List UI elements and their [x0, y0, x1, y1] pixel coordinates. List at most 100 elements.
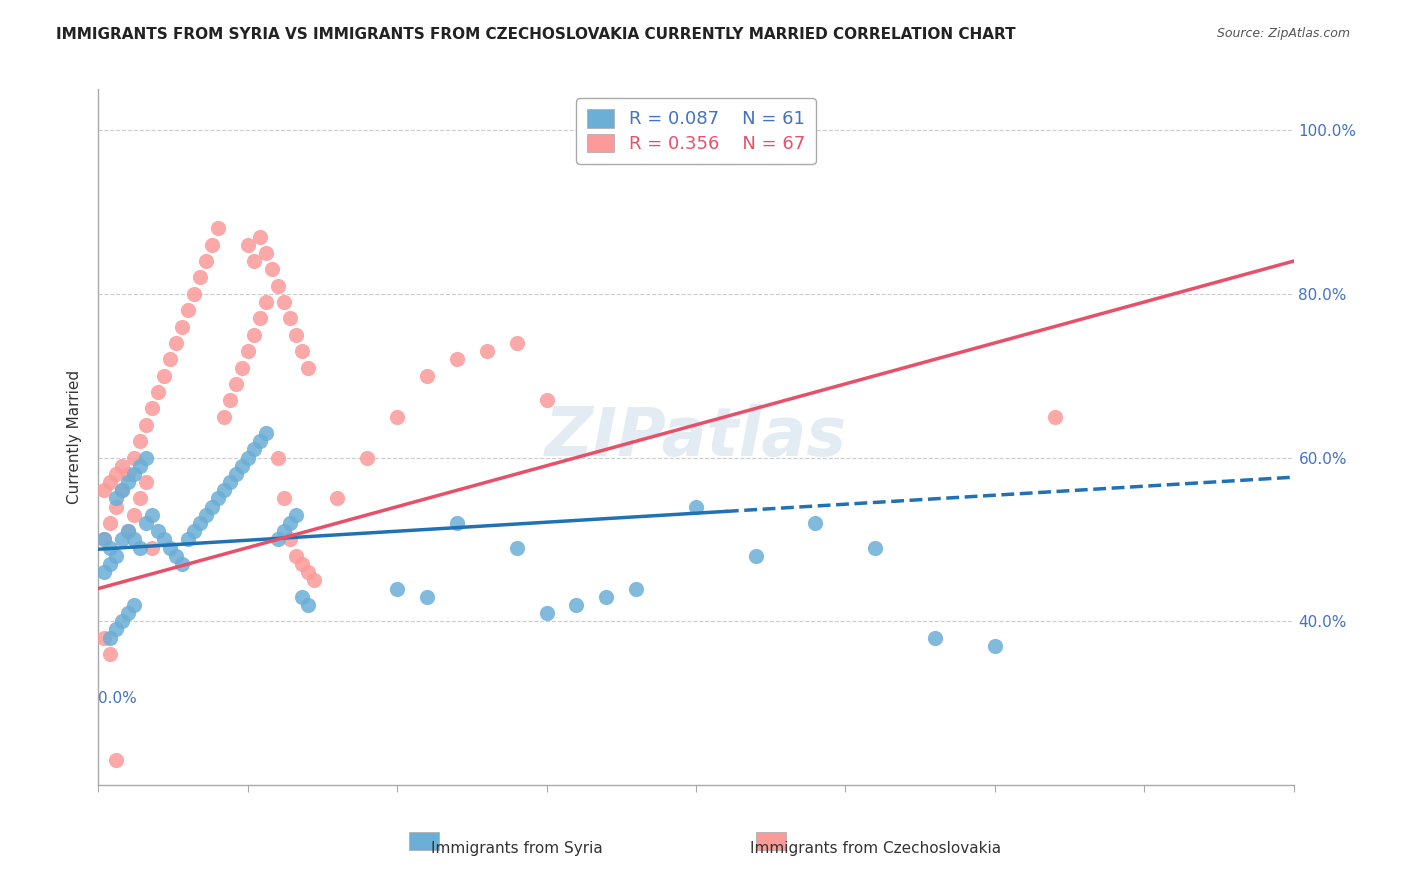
Point	[291, 344, 314, 359]
Point	[124, 533, 146, 547]
Point	[267, 533, 290, 547]
Point	[225, 376, 247, 391]
Point	[124, 467, 146, 481]
Point	[984, 639, 1007, 653]
Point	[135, 516, 157, 530]
Point	[302, 574, 325, 588]
Point	[98, 647, 122, 661]
Point	[297, 360, 319, 375]
Point	[536, 606, 558, 620]
Point	[153, 533, 176, 547]
Point	[93, 631, 115, 645]
Point	[273, 295, 295, 310]
Point	[804, 516, 827, 530]
Point	[297, 598, 319, 612]
Point	[93, 565, 115, 579]
Point	[249, 229, 271, 244]
Point	[273, 524, 295, 539]
Point	[254, 295, 277, 310]
Point	[278, 516, 301, 530]
Point	[177, 533, 200, 547]
Point	[212, 409, 235, 424]
Point	[212, 483, 235, 498]
Point	[231, 360, 253, 375]
Point	[416, 590, 439, 604]
Point	[129, 541, 152, 555]
Point	[446, 516, 468, 530]
Point	[195, 508, 218, 522]
Point	[207, 491, 229, 506]
Point	[98, 557, 122, 571]
Point	[273, 491, 295, 506]
Point	[626, 582, 648, 596]
Point	[159, 352, 181, 367]
Point	[201, 500, 224, 514]
Point	[231, 458, 253, 473]
Point	[284, 327, 307, 342]
Point	[284, 549, 307, 563]
Point	[188, 270, 211, 285]
Point	[117, 524, 139, 539]
Text: Source: ZipAtlas.com: Source: ZipAtlas.com	[1216, 27, 1350, 40]
Point	[326, 491, 349, 506]
Point	[129, 458, 152, 473]
Point	[416, 368, 439, 383]
Point	[105, 491, 128, 506]
Point	[219, 475, 242, 489]
Point	[165, 549, 187, 563]
Point	[111, 614, 134, 628]
Point	[536, 393, 558, 408]
Point	[278, 311, 301, 326]
Point	[506, 335, 529, 350]
Point	[267, 450, 290, 465]
Text: IMMIGRANTS FROM SYRIA VS IMMIGRANTS FROM CZECHOSLOVAKIA CURRENTLY MARRIED CORREL: IMMIGRANTS FROM SYRIA VS IMMIGRANTS FROM…	[56, 27, 1017, 42]
Point	[385, 582, 409, 596]
Point	[254, 425, 277, 440]
Bar	[756, 832, 786, 850]
Point	[446, 352, 468, 367]
Point	[745, 549, 768, 563]
Point	[924, 631, 946, 645]
Point	[135, 417, 157, 432]
Point	[98, 541, 122, 555]
Point	[117, 475, 139, 489]
Point	[243, 327, 266, 342]
Point	[117, 467, 139, 481]
Point	[124, 598, 146, 612]
Point	[225, 467, 247, 481]
Point	[685, 500, 707, 514]
Point	[291, 557, 314, 571]
Text: Immigrants from Czechoslovakia: Immigrants from Czechoslovakia	[749, 840, 1001, 855]
Point	[236, 450, 259, 465]
Point	[1043, 409, 1066, 424]
Point	[475, 344, 498, 359]
Point	[117, 524, 139, 539]
Point	[105, 467, 128, 481]
Point	[141, 508, 163, 522]
Point	[183, 286, 205, 301]
Point	[195, 254, 218, 268]
Point	[595, 590, 617, 604]
Point	[243, 442, 266, 457]
Point	[165, 335, 187, 350]
Point	[249, 434, 271, 449]
Point	[267, 278, 290, 293]
Point	[284, 508, 307, 522]
Point	[105, 623, 128, 637]
Point	[188, 516, 211, 530]
Point	[135, 450, 157, 465]
Point	[297, 565, 319, 579]
Y-axis label: Currently Married: Currently Married	[67, 370, 83, 504]
Point	[105, 753, 128, 767]
Point	[111, 483, 134, 498]
Point	[172, 557, 194, 571]
Point	[236, 344, 259, 359]
Point	[153, 368, 176, 383]
Point	[93, 533, 115, 547]
Point	[129, 491, 152, 506]
Text: ZIPatlas: ZIPatlas	[546, 404, 846, 470]
Point	[356, 450, 378, 465]
Point	[291, 590, 314, 604]
Point	[177, 303, 200, 318]
Point	[141, 541, 163, 555]
